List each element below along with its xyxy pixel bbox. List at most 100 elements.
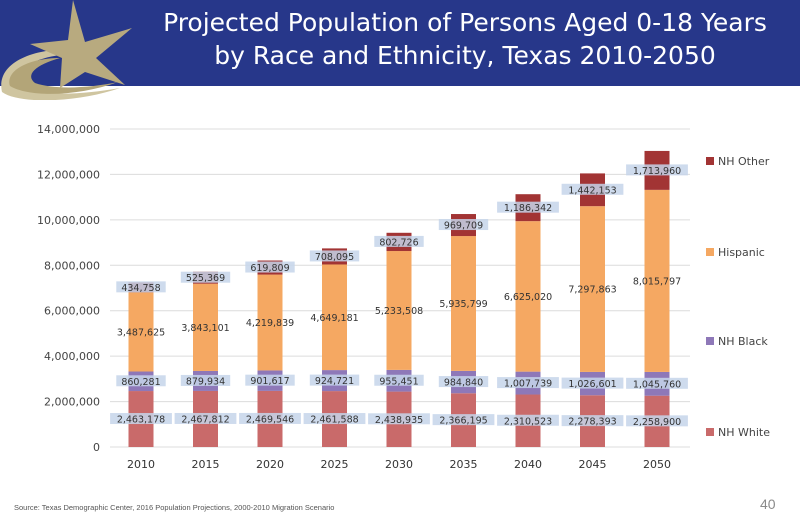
page-number: 40 <box>760 496 776 512</box>
data-label: 1,007,739 <box>504 379 552 390</box>
bar-hispanic <box>128 292 154 372</box>
data-label: 7,297,863 <box>568 285 616 296</box>
data-label: 2,258,900 <box>633 417 681 428</box>
data-label-background <box>309 250 360 262</box>
data-label-background <box>180 374 231 386</box>
data-label: 3,843,101 <box>181 323 229 334</box>
y-tick-label: 4,000,000 <box>44 350 100 363</box>
data-label-background <box>245 374 295 386</box>
x-tick-label: 2020 <box>256 458 284 471</box>
y-tick-label: 2,000,000 <box>44 396 100 409</box>
data-label: 1,045,760 <box>633 379 681 390</box>
data-label: 5,233,508 <box>375 306 423 317</box>
title-line-2: by Race and Ethnicity, Texas 2010-2050 <box>214 41 716 70</box>
legend-label: NH White <box>718 426 770 439</box>
data-label: 3,487,625 <box>117 327 165 338</box>
data-label-background <box>368 413 430 425</box>
title-line-1: Projected Population of Persons Aged 0-1… <box>163 8 767 37</box>
data-label: 1,186,342 <box>504 203 552 214</box>
data-label-background <box>110 413 172 425</box>
data-label: 2,467,812 <box>181 414 229 425</box>
bar-hispanic <box>515 221 541 372</box>
data-label-background <box>116 281 166 293</box>
legend-swatch <box>706 157 714 165</box>
data-label-background <box>432 414 495 426</box>
data-label: 2,461,588 <box>310 415 358 426</box>
data-label-background <box>626 377 688 389</box>
legend-label: NH Other <box>718 155 770 168</box>
data-label-background <box>561 183 624 195</box>
data-label: 879,934 <box>186 376 225 387</box>
data-label: 969,709 <box>444 221 483 232</box>
x-tick-label: 2035 <box>450 458 478 471</box>
x-tick-label: 2015 <box>192 458 220 471</box>
data-label: 1,026,601 <box>568 379 616 390</box>
x-tick-label: 2045 <box>579 458 607 471</box>
data-label: 955,451 <box>379 376 418 387</box>
bar-hispanic <box>322 264 347 371</box>
legend-swatch <box>706 428 714 436</box>
data-label: 2,469,546 <box>246 414 294 425</box>
data-label-background <box>561 415 624 427</box>
data-label-background <box>239 412 301 424</box>
y-tick-label: 8,000,000 <box>44 259 100 272</box>
data-label: 802,726 <box>379 237 418 248</box>
data-label-background <box>626 415 688 427</box>
data-label: 4,219,839 <box>246 318 294 329</box>
bar-hispanic <box>451 236 476 371</box>
legend-label: Hispanic <box>718 246 765 259</box>
data-label: 2,278,393 <box>568 417 616 428</box>
data-label: 6,625,020 <box>504 292 552 303</box>
data-label-background <box>174 412 237 424</box>
legend-swatch <box>706 248 714 256</box>
data-label-background <box>438 376 489 388</box>
x-tick-label: 2010 <box>127 458 155 471</box>
data-label: 924,721 <box>315 376 354 387</box>
data-label: 860,281 <box>121 377 160 388</box>
x-tick-label: 2030 <box>385 458 413 471</box>
data-label: 4,649,181 <box>310 313 358 324</box>
data-label-background <box>561 377 624 389</box>
legend-swatch <box>706 337 714 345</box>
data-label: 2,438,935 <box>375 415 423 426</box>
source-note: Source: Texas Demographic Center, 2016 P… <box>14 503 335 512</box>
data-label-background <box>497 377 559 389</box>
bar-hispanic <box>193 283 218 371</box>
data-label-background <box>309 374 360 386</box>
data-label-background <box>374 235 424 247</box>
star-logo <box>1 0 132 100</box>
y-tick-label: 14,000,000 <box>37 123 100 136</box>
data-label: 619,809 <box>250 263 289 274</box>
data-label: 2,463,178 <box>117 415 165 426</box>
data-label: 1,442,153 <box>568 185 616 196</box>
bar-hispanic <box>386 251 412 370</box>
x-tick-label: 2050 <box>643 458 671 471</box>
y-tick-label: 12,000,000 <box>37 168 100 181</box>
data-label: 984,840 <box>444 378 483 389</box>
data-label-background <box>374 374 424 386</box>
data-label: 525,369 <box>186 273 225 284</box>
data-label: 5,935,799 <box>439 299 487 310</box>
data-label: 2,366,195 <box>439 416 487 427</box>
legend-label: NH Black <box>718 335 768 348</box>
bar-hispanic <box>644 189 670 372</box>
data-label: 901,617 <box>250 376 289 387</box>
data-label-background <box>245 261 295 273</box>
header-band <box>0 0 800 86</box>
data-label: 434,758 <box>121 283 160 294</box>
data-label-background <box>438 219 489 231</box>
y-tick-label: 10,000,000 <box>37 214 100 227</box>
data-label-background <box>497 414 559 426</box>
data-label-background <box>497 201 559 213</box>
data-label-background <box>116 375 166 387</box>
bar-hispanic <box>257 274 283 371</box>
data-label: 2,310,523 <box>504 416 552 427</box>
data-label: 8,015,797 <box>633 276 681 287</box>
slide-title: Projected Population of Persons Aged 0-1… <box>150 6 780 72</box>
y-tick-label: 0 <box>93 441 100 454</box>
data-label-background <box>180 271 231 283</box>
x-tick-label: 2025 <box>321 458 349 471</box>
x-tick-label: 2040 <box>514 458 542 471</box>
data-label: 1,713,960 <box>633 166 681 177</box>
